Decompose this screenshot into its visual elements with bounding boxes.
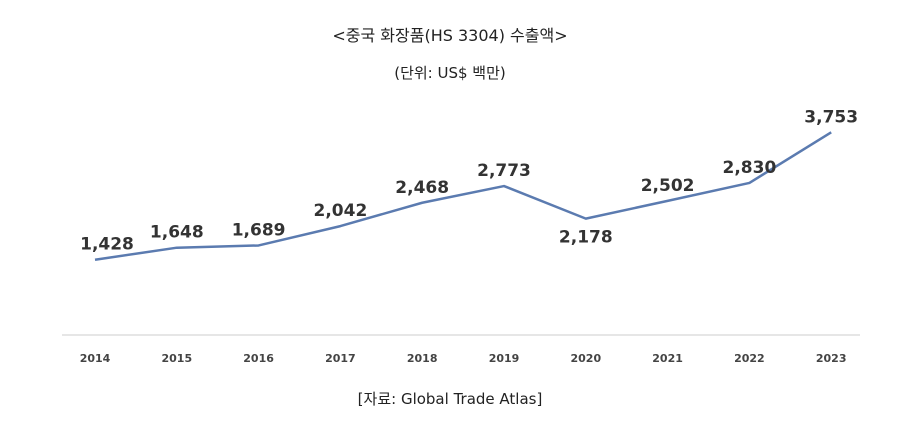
x-tick-label: 2020 <box>570 352 601 365</box>
data-label: 2,773 <box>477 161 531 181</box>
chart-title: <중국 화장품(HS 3304) 수출액> <box>332 26 568 45</box>
x-tick-label: 2015 <box>161 352 192 365</box>
chart-unit-label: (단위: US$ 백만) <box>394 64 506 82</box>
x-tick-label: 2019 <box>489 352 520 365</box>
data-label: 2,830 <box>723 158 777 178</box>
data-label: 1,648 <box>150 223 204 243</box>
x-tick-label: 2016 <box>243 352 274 365</box>
chart-source: [자료: Global Trade Atlas] <box>357 390 543 408</box>
x-tick-label: 2014 <box>80 352 111 365</box>
data-label: 3,753 <box>804 107 858 127</box>
x-tick-label: 2018 <box>407 352 438 365</box>
data-label: 1,689 <box>232 220 286 240</box>
x-tick-label: 2022 <box>734 352 765 365</box>
data-label: 2,178 <box>559 228 613 248</box>
x-tick-label: 2023 <box>816 352 847 365</box>
x-tick-label: 2021 <box>652 352 683 365</box>
x-tick-label: 2017 <box>325 352 356 365</box>
series-line <box>94 131 832 261</box>
data-label: 2,468 <box>395 178 449 198</box>
data-label: 1,428 <box>80 235 134 255</box>
data-label: 2,502 <box>641 176 695 196</box>
data-label: 2,042 <box>314 201 368 221</box>
